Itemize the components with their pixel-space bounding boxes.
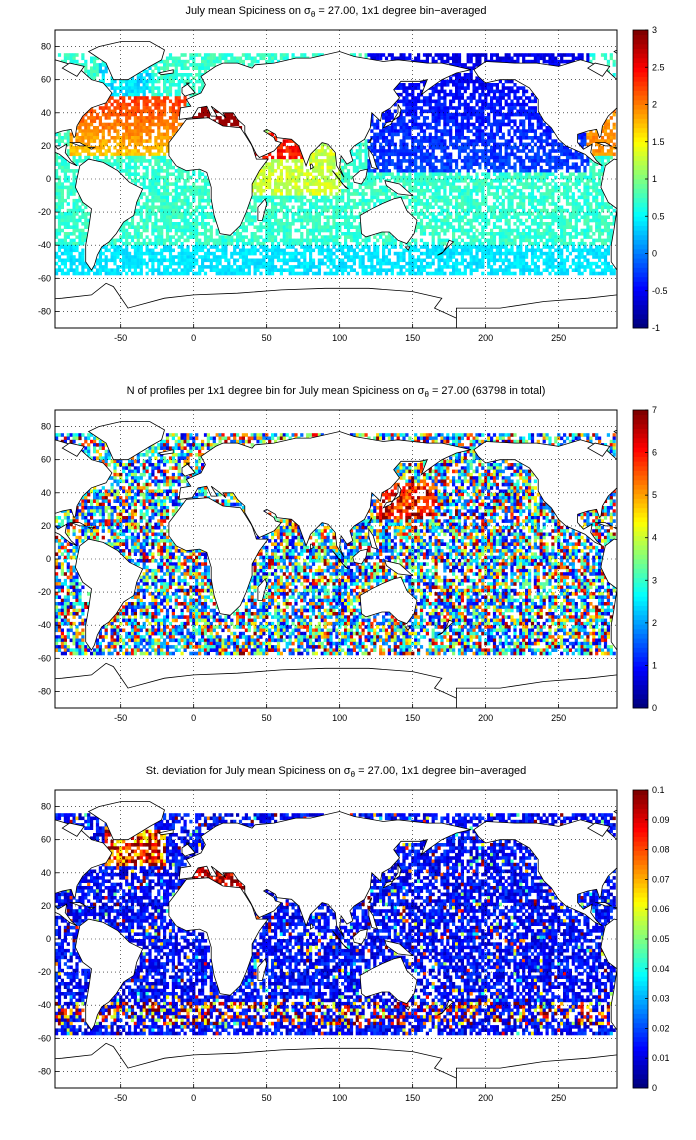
y-tick-label: -40 bbox=[38, 620, 51, 630]
colorbar-tick-label: 0 bbox=[652, 249, 657, 259]
data-cells bbox=[55, 433, 616, 656]
colorbar: 0 1 2 3 4 5 6 7 bbox=[632, 405, 657, 713]
y-tick-label: -80 bbox=[38, 1066, 51, 1076]
colorbar-tick-label: 0.06 bbox=[652, 904, 670, 914]
grid-lines bbox=[55, 410, 617, 708]
colorbar-tick-label: 0.1 bbox=[652, 785, 665, 795]
y-tick-label: -80 bbox=[38, 306, 51, 316]
y-tick-label: 60 bbox=[41, 75, 51, 85]
x-tick-label: 50 bbox=[262, 1093, 272, 1103]
panel-profile-count: N of profiles per 1x1 degree bin for Jul… bbox=[0, 380, 696, 760]
colorbar-tick-label: 0.07 bbox=[652, 874, 670, 884]
y-tick-label: -20 bbox=[38, 967, 51, 977]
colorbar-tick-label: 0.5 bbox=[652, 211, 665, 221]
colorbar-tick-label: 0.03 bbox=[652, 994, 670, 1004]
x-tick-label: 250 bbox=[551, 1093, 566, 1103]
y-tick-label: 20 bbox=[41, 901, 51, 911]
y-tick-label: 20 bbox=[41, 521, 51, 531]
colorbar-tick-label: 5 bbox=[652, 490, 657, 500]
x-tick-label: 0 bbox=[191, 333, 196, 343]
grid-lines bbox=[55, 30, 617, 328]
x-tick-label: -50 bbox=[114, 1093, 127, 1103]
colorbar-tick-label: 2.5 bbox=[652, 62, 665, 72]
colorbar-tick-label: 0.04 bbox=[652, 964, 670, 974]
x-tick-label: -50 bbox=[114, 333, 127, 343]
x-tick-label: 50 bbox=[262, 713, 272, 723]
colorbar-tick-label: 6 bbox=[652, 448, 657, 458]
y-tick-label: -20 bbox=[38, 587, 51, 597]
y-tick-label: 60 bbox=[41, 455, 51, 465]
y-tick-label: 0 bbox=[46, 554, 51, 564]
colorbar-tick-label: -0.5 bbox=[652, 286, 668, 296]
y-tick-label: 80 bbox=[41, 422, 51, 432]
y-tick-label: -60 bbox=[38, 273, 51, 283]
colorbar-tick-label: 2 bbox=[652, 618, 657, 628]
y-tick-label: -40 bbox=[38, 240, 51, 250]
colorbar-tick-label: 0.05 bbox=[652, 934, 670, 944]
colorbar-tick-label: -1 bbox=[652, 323, 660, 333]
y-tick-label: 60 bbox=[41, 835, 51, 845]
y-tick-label: -80 bbox=[38, 686, 51, 696]
panel-std-deviation: St. deviation for July mean Spiciness on… bbox=[0, 760, 696, 1140]
x-tick-label: 100 bbox=[332, 713, 347, 723]
y-tick-label: -60 bbox=[38, 653, 51, 663]
colorbar-tick-label: 0.01 bbox=[652, 1053, 670, 1063]
x-tick-label: 100 bbox=[332, 1093, 347, 1103]
colorbar-tick-label: 3 bbox=[652, 575, 657, 585]
x-tick-label: 200 bbox=[478, 333, 493, 343]
colorbar-tick-label: 0 bbox=[652, 703, 657, 713]
colorbar-tick-label: 7 bbox=[652, 405, 657, 415]
x-tick-label: 200 bbox=[478, 713, 493, 723]
y-tick-label: 0 bbox=[46, 174, 51, 184]
colorbar-tick-label: 0.02 bbox=[652, 1023, 670, 1033]
colorbar-tick-label: 3 bbox=[652, 25, 657, 35]
colorbar-tick-label: 0 bbox=[652, 1083, 657, 1093]
spiciness-map: -50 0 50 100 150 200 250-80-60-40-20020406080-… bbox=[38, 25, 668, 343]
x-tick-label: -50 bbox=[114, 713, 127, 723]
colorbar-tick-label: 1 bbox=[652, 174, 657, 184]
coastlines bbox=[55, 801, 617, 1088]
y-tick-label: 40 bbox=[41, 868, 51, 878]
x-tick-label: 150 bbox=[405, 333, 420, 343]
y-tick-label: -20 bbox=[38, 207, 51, 217]
colorbar-tick-label: 4 bbox=[652, 533, 657, 543]
colorbar-tick-label: 2 bbox=[652, 100, 657, 110]
y-tick-label: 20 bbox=[41, 141, 51, 151]
x-tick-label: 100 bbox=[332, 333, 347, 343]
x-tick-label: 250 bbox=[551, 333, 566, 343]
x-tick-label: 150 bbox=[405, 713, 420, 723]
x-tick-label: 200 bbox=[478, 1093, 493, 1103]
panel-title: July mean Spiciness on σθ = 27.00, 1x1 d… bbox=[185, 5, 487, 20]
std-deviation-map: -50 0 50 100 150 200 250 -80 -60 -40 -20 0 20 40 60 80 0… bbox=[38, 785, 670, 1103]
grid-lines bbox=[55, 790, 617, 1088]
x-tick-label: 150 bbox=[405, 1093, 420, 1103]
y-tick-label: 40 bbox=[41, 488, 51, 498]
colorbar: -1 -0.5 0 0.5 1 1.5 2 2.5 3 bbox=[632, 25, 668, 333]
y-tick-label: 80 bbox=[41, 42, 51, 52]
colorbar-tick-label: 1.5 bbox=[652, 137, 665, 147]
x-tick-label: 0 bbox=[191, 1093, 196, 1103]
colorbar-tick-label: 0.09 bbox=[652, 815, 670, 825]
x-tick-label: 50 bbox=[262, 333, 272, 343]
y-tick-label: 80 bbox=[41, 802, 51, 812]
x-tick-label: 0 bbox=[191, 713, 196, 723]
panel-spiciness: July mean Spiciness on σθ = 27.00, 1x1 d… bbox=[0, 0, 696, 380]
y-tick-label: -40 bbox=[38, 1000, 51, 1010]
data-cells bbox=[55, 813, 616, 1036]
y-tick-label: -60 bbox=[38, 1033, 51, 1043]
panel-title: St. deviation for July mean Spiciness on… bbox=[145, 765, 527, 780]
y-tick-label: 0 bbox=[46, 934, 51, 944]
x-tick-label: 250 bbox=[551, 713, 566, 723]
colorbar: 0 0.01 0.02 0.03 0.04 0.05 0.06 0.07 0.08 0.09 0.1 bbox=[632, 785, 670, 1093]
y-tick-label: 40 bbox=[41, 108, 51, 118]
panel-title: N of profiles per 1x1 degree bin for Jul… bbox=[126, 385, 546, 400]
colorbar-tick-label: 0.08 bbox=[652, 845, 670, 855]
colorbar-tick-label: 1 bbox=[652, 660, 657, 670]
profile-count-map: -50 0 50 100 150 200 250-80-60-40-200204060800… bbox=[38, 405, 657, 723]
